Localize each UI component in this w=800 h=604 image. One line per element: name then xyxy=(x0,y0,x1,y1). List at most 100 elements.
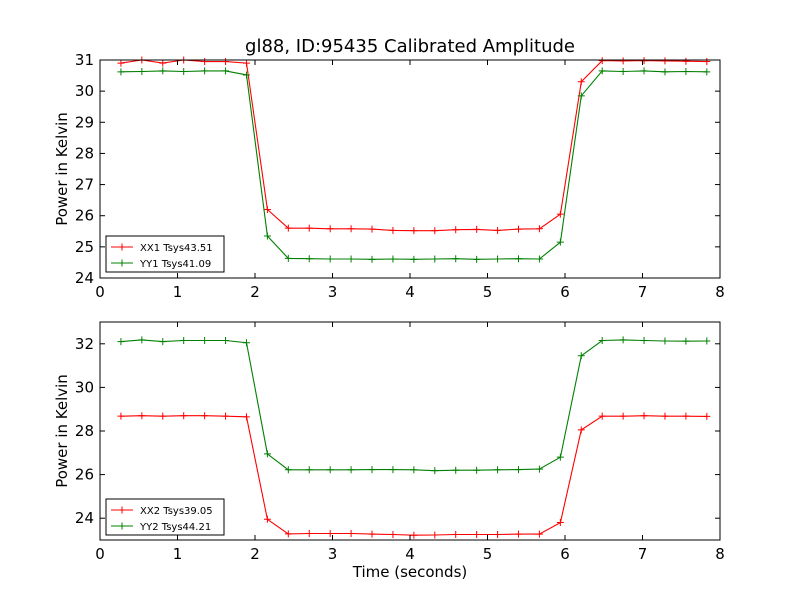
data-point xyxy=(263,515,271,523)
data-point xyxy=(305,529,313,537)
legend-marker xyxy=(118,522,126,530)
data-point xyxy=(389,255,397,263)
data-point xyxy=(284,466,292,474)
data-point xyxy=(305,466,313,474)
data-point xyxy=(682,68,690,76)
data-point xyxy=(535,530,543,538)
data-point xyxy=(598,412,606,420)
data-point xyxy=(703,337,711,345)
data-point xyxy=(222,58,230,66)
data-point xyxy=(619,68,627,76)
x-tick-label: 7 xyxy=(638,545,648,563)
legend-entry: YY2 Tsys44.21 xyxy=(111,522,211,533)
x-tick-label: 7 xyxy=(638,283,648,301)
x-tick-label: 6 xyxy=(560,545,570,563)
x-tick-label: 1 xyxy=(173,545,183,563)
data-point xyxy=(556,453,564,461)
x-tick-label: 4 xyxy=(405,545,415,563)
data-point xyxy=(389,531,397,539)
data-point xyxy=(661,412,669,420)
data-point xyxy=(410,227,418,235)
data-point xyxy=(556,210,564,218)
data-point xyxy=(452,466,460,474)
data-point xyxy=(515,255,522,263)
data-point xyxy=(347,255,355,263)
data-point xyxy=(180,412,188,420)
data-point xyxy=(347,466,355,474)
x-tick-label: 8 xyxy=(715,283,725,301)
data-point xyxy=(452,531,460,539)
bottom-series-2 xyxy=(117,336,711,475)
data-point xyxy=(577,92,585,100)
data-point xyxy=(703,412,711,420)
x-tick-label: 2 xyxy=(250,283,260,301)
legend-label: YY1 Tsys41.09 xyxy=(139,259,211,270)
x-tick-label: 0 xyxy=(95,283,105,301)
data-point xyxy=(515,466,522,474)
x-tick-label: 8 xyxy=(715,545,725,563)
y-tick-label: 31 xyxy=(75,51,94,69)
data-point xyxy=(682,337,690,345)
legend-entry: XX2 Tsys39.05 xyxy=(111,506,213,517)
data-point xyxy=(410,531,418,539)
data-point xyxy=(598,57,606,65)
data-point xyxy=(284,254,292,262)
x-tick-label: 5 xyxy=(483,283,493,301)
data-point xyxy=(473,255,481,263)
chart-title: gl88, ID:95435 Calibrated Amplitude xyxy=(245,36,575,57)
y-tick-label: 26 xyxy=(75,466,94,484)
data-point xyxy=(263,450,271,458)
data-point xyxy=(640,412,648,420)
data-point xyxy=(598,337,606,345)
y-tick-label: 32 xyxy=(75,335,94,353)
data-point xyxy=(263,232,271,240)
series-line xyxy=(120,59,707,232)
data-point xyxy=(640,57,648,65)
data-point xyxy=(598,67,606,75)
x-tick-label: 4 xyxy=(405,283,415,301)
data-point xyxy=(368,530,376,538)
data-point xyxy=(682,57,690,65)
data-point xyxy=(703,58,711,66)
data-point xyxy=(284,530,292,538)
data-point xyxy=(180,68,188,76)
data-point xyxy=(326,255,334,263)
data-point xyxy=(431,227,439,235)
data-point xyxy=(138,68,146,76)
data-point xyxy=(577,78,585,86)
x-tick-label: 0 xyxy=(95,545,105,563)
data-point xyxy=(201,337,209,345)
data-point xyxy=(661,337,669,345)
data-point xyxy=(368,255,376,263)
x-tick-label: 1 xyxy=(173,283,183,301)
data-point xyxy=(117,68,125,76)
data-point xyxy=(222,337,230,345)
data-point xyxy=(494,226,502,234)
data-point xyxy=(494,531,502,539)
data-point xyxy=(661,68,669,76)
y-tick-label: 28 xyxy=(75,422,94,440)
data-point xyxy=(201,412,209,420)
data-point xyxy=(347,225,355,233)
data-point xyxy=(535,465,543,473)
top-y-axis-label: Power in Kelvin xyxy=(53,112,71,226)
data-point xyxy=(326,225,334,233)
data-point xyxy=(242,413,250,421)
bottom-series-1 xyxy=(117,412,711,539)
data-point xyxy=(535,225,543,233)
data-point xyxy=(452,255,460,263)
data-point xyxy=(284,224,292,232)
data-point xyxy=(326,529,334,537)
data-point xyxy=(305,224,313,232)
y-tick-label: 26 xyxy=(75,207,94,225)
data-point xyxy=(368,225,376,233)
data-point xyxy=(201,67,209,75)
data-point xyxy=(117,338,125,346)
data-point xyxy=(180,337,188,345)
data-point xyxy=(159,338,167,346)
data-point xyxy=(389,226,397,234)
data-point xyxy=(431,255,439,263)
x-tick-label: 3 xyxy=(328,283,338,301)
legend-label: YY2 Tsys44.21 xyxy=(139,522,211,533)
data-point xyxy=(347,529,355,537)
